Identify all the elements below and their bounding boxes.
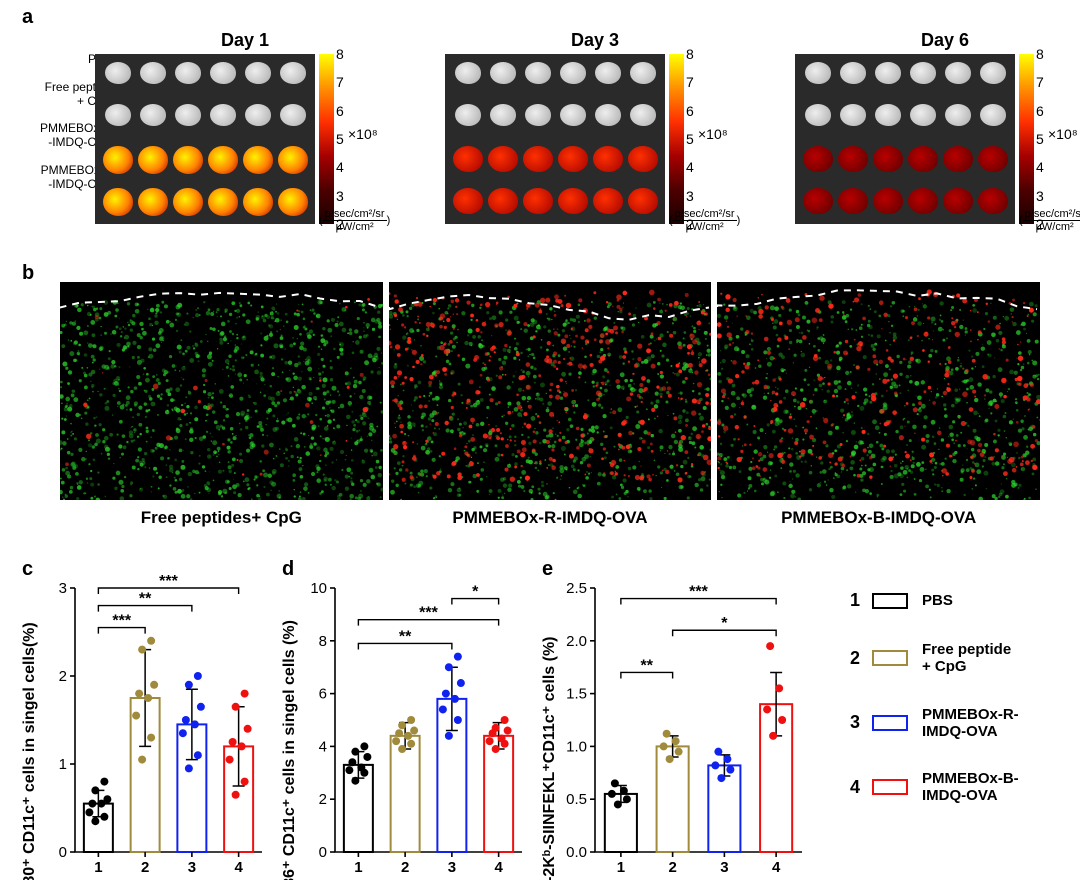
colorbar-ticks: 2345678×10⁸: [684, 54, 734, 224]
svg-text:***: ***: [689, 584, 708, 601]
svg-text:4: 4: [319, 738, 327, 755]
svg-text:0: 0: [319, 844, 327, 861]
svg-text:4: 4: [494, 859, 503, 876]
chart-d: CD86⁺ CD11c⁺ cells in singel cells (%) 0 2…: [280, 570, 530, 880]
chart-e: H-2Kᵇ-SIINFEKL⁺CD11c⁺ cells (%) 0.0 0.5 1.0…: [540, 570, 810, 880]
fluor-label-r: PMMEBOx-R-IMDQ-OVA: [389, 508, 712, 528]
legend-swatch: [872, 593, 908, 609]
day-title: Day 1: [95, 30, 395, 51]
colorbar: [1019, 54, 1034, 224]
svg-text:3: 3: [188, 859, 196, 876]
svg-text:0.5: 0.5: [566, 791, 587, 808]
svg-text:3: 3: [448, 859, 456, 876]
legend-row: 4 PMMEBOx-B-IMDQ-OVA: [850, 770, 1019, 805]
svg-text:2.5: 2.5: [566, 580, 587, 597]
svg-text:***: ***: [112, 613, 131, 630]
svg-text:2: 2: [319, 791, 327, 808]
day-block-2: Day 32345678×10⁸(p/sec/cm²/srµW/cm²): [445, 30, 745, 224]
heatmap-image: [795, 54, 1015, 224]
legend-swatch: [872, 779, 908, 795]
panel-a: PBS Free peptide+ CpG PMMEBOx-R-IMDQ-OVA…: [20, 5, 1060, 250]
legend-text: Free peptide+ CpG: [922, 641, 1011, 676]
fluor-labels: Free peptides+ CpG PMMEBOx-R-IMDQ-OVA PM…: [60, 502, 1040, 528]
svg-text:4: 4: [772, 859, 781, 876]
fluor-image-b: [717, 282, 1040, 500]
colorbar-ticks: 2345678×10⁸: [334, 54, 384, 224]
fluor-image-r: [389, 282, 712, 500]
svg-text:2: 2: [141, 859, 149, 876]
svg-text:***: ***: [159, 573, 178, 590]
panel-b: Free peptides+ CpG PMMEBOx-R-IMDQ-OVA PM…: [20, 260, 1060, 540]
legend-text: PBS: [922, 592, 953, 609]
legend-row: 3 PMMEBOx-R-IMDQ-OVA: [850, 706, 1019, 741]
colorbar-ticks: 2345678×10⁸: [1034, 54, 1080, 224]
legend-num: 3: [850, 712, 872, 733]
legend: 1 PBS 2 Free peptide+ CpG 3 PMMEBOx-R-IMDQ-OV…: [850, 590, 1019, 835]
svg-text:10: 10: [310, 580, 327, 597]
heatmap-image: [445, 54, 665, 224]
colorbar-unit: (p/sec/cm²/srµW/cm²): [1019, 208, 1080, 233]
svg-text:3: 3: [720, 859, 728, 876]
svg-text:CD80⁺ CD11c⁺ cells in singel c: CD80⁺ CD11c⁺ cells in singel cells(%): [21, 622, 38, 880]
chart-c: CD80⁺ CD11c⁺ cells in singel cells(%) 0 1 2…: [20, 570, 270, 880]
svg-text:0.0: 0.0: [566, 844, 587, 861]
legend-row: 1 PBS: [850, 590, 1019, 611]
day-block-3: Day 62345678×10⁸(p/sec/cm²/srµW/cm²): [795, 30, 1080, 224]
colorbar-unit: (p/sec/cm²/srµW/cm²): [319, 208, 390, 233]
legend-num: 4: [850, 777, 872, 798]
legend-text: PMMEBOx-R-IMDQ-OVA: [922, 706, 1019, 741]
legend-row: 2 Free peptide+ CpG: [850, 641, 1019, 676]
fluor-label-b: PMMEBOx-B-IMDQ-OVA: [717, 508, 1040, 528]
svg-text:1.0: 1.0: [566, 738, 587, 755]
svg-text:1.5: 1.5: [566, 686, 587, 703]
colorbar: [669, 54, 684, 224]
heatmap-image: [95, 54, 315, 224]
svg-text:6: 6: [319, 686, 327, 703]
svg-text:1: 1: [354, 859, 362, 876]
legend-text: PMMEBOx-B-IMDQ-OVA: [922, 770, 1019, 805]
legend-swatch: [872, 650, 908, 666]
day-block-1: Day 12345678×10⁸(p/sec/cm²/srµW/cm²): [95, 30, 395, 224]
svg-text:CD86⁺ CD11c⁺ cells in singel c: CD86⁺ CD11c⁺ cells in singel cells (%): [281, 620, 298, 880]
svg-text:2: 2: [59, 668, 67, 685]
svg-text:**: **: [641, 657, 654, 674]
svg-text:**: **: [139, 591, 152, 608]
svg-text:2.0: 2.0: [566, 633, 587, 650]
svg-text:***: ***: [419, 605, 438, 622]
fluor-row: [60, 282, 1040, 500]
svg-text:1: 1: [617, 859, 625, 876]
svg-text:2: 2: [401, 859, 409, 876]
svg-text:1: 1: [94, 859, 102, 876]
day-title: Day 3: [445, 30, 745, 51]
svg-text:2: 2: [668, 859, 676, 876]
colorbar-unit: (p/sec/cm²/srµW/cm²): [669, 208, 740, 233]
panel-cde: CD80⁺ CD11c⁺ cells in singel cells(%) 0 1 2…: [20, 560, 1060, 880]
fluor-image-free: [60, 282, 383, 500]
svg-text:0: 0: [59, 844, 67, 861]
svg-text:8: 8: [319, 633, 327, 650]
svg-text:**: **: [399, 628, 412, 645]
legend-num: 1: [850, 590, 872, 611]
svg-text:*: *: [721, 615, 728, 632]
svg-text:4: 4: [234, 859, 243, 876]
legend-num: 2: [850, 648, 872, 669]
svg-text:H-2Kᵇ-SIINFEKL⁺CD11c⁺ cells (%: H-2Kᵇ-SIINFEKL⁺CD11c⁺ cells (%): [541, 637, 558, 880]
fluor-label-free: Free peptides+ CpG: [60, 508, 383, 528]
colorbar: [319, 54, 334, 224]
svg-text:1: 1: [59, 756, 67, 773]
svg-text:3: 3: [59, 580, 67, 597]
svg-text:*: *: [472, 584, 479, 601]
legend-swatch: [872, 715, 908, 731]
